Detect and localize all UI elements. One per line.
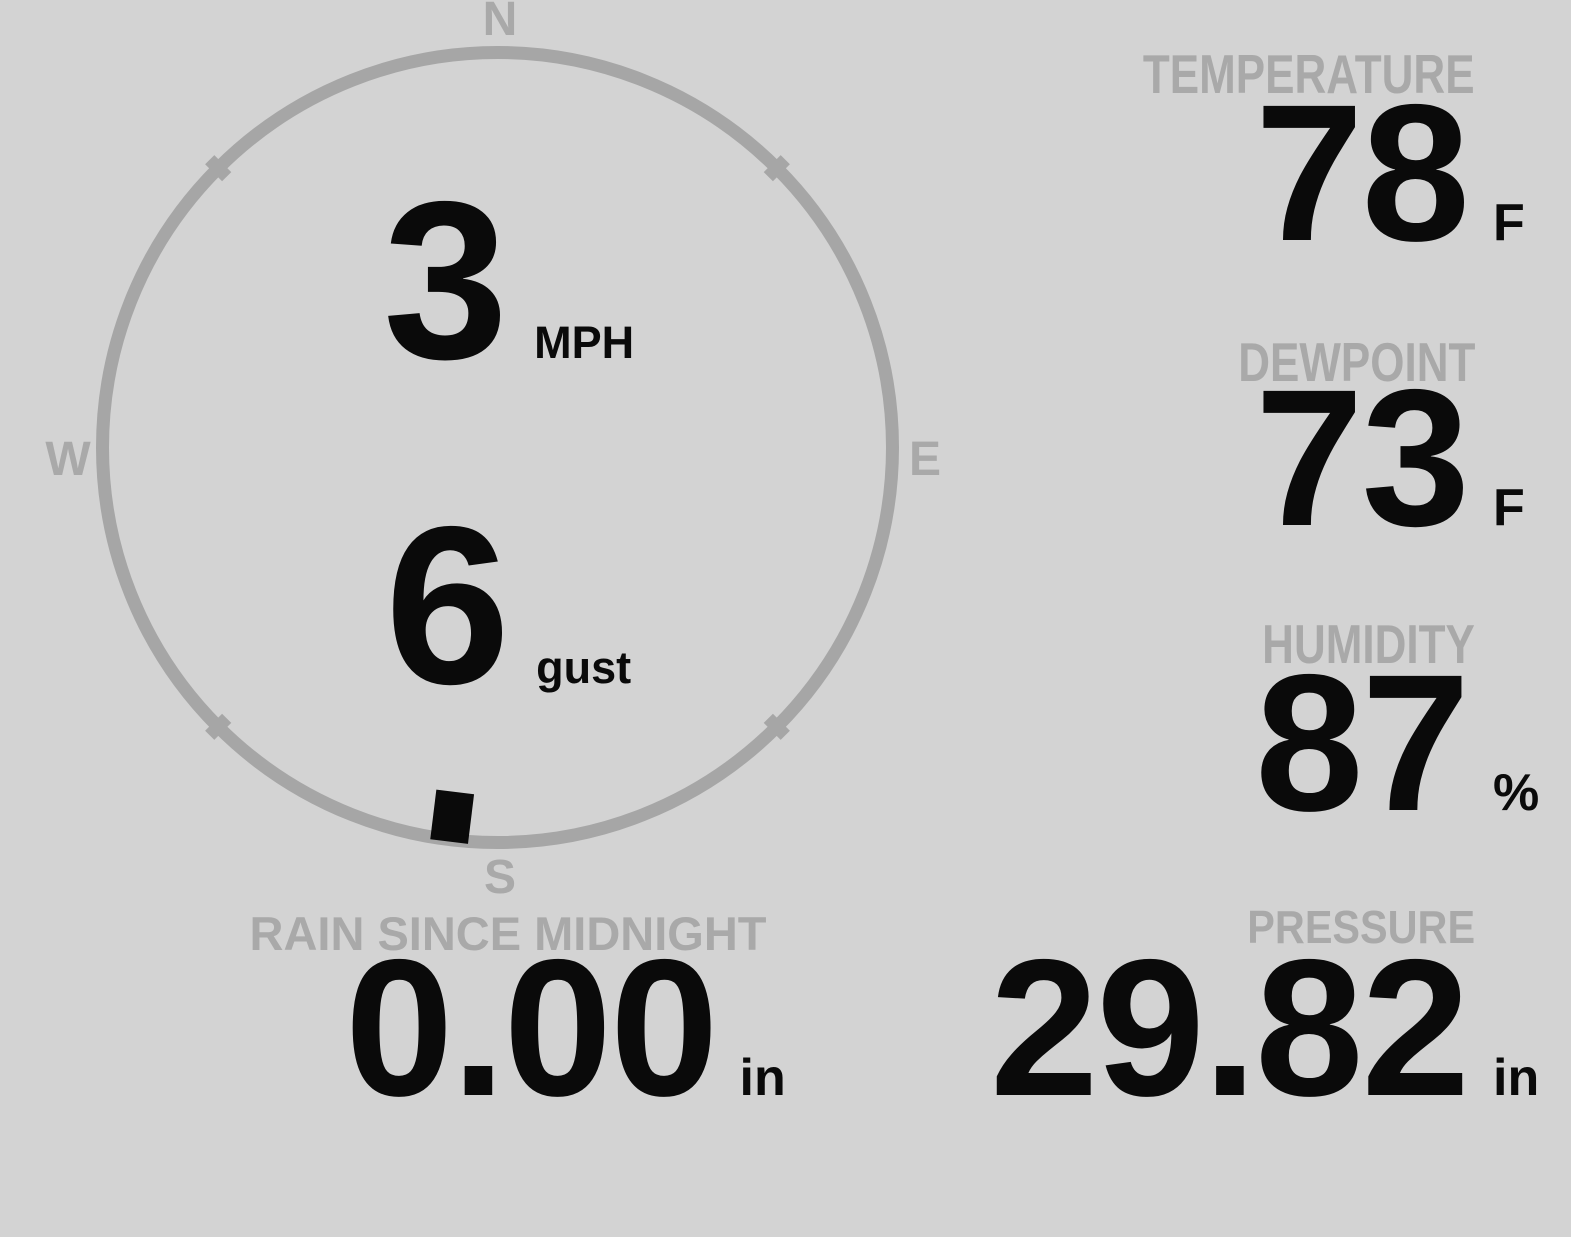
pressure-readout: 29.82 in xyxy=(990,931,1553,1126)
cardinal-west-label: W xyxy=(45,433,91,486)
wind-direction-marker-icon xyxy=(430,789,475,844)
cardinal-east-label: E xyxy=(908,433,942,486)
temperature-readout: 78 F xyxy=(1255,76,1553,271)
dewpoint-value: 73 xyxy=(1255,349,1470,567)
humidity-unit: % xyxy=(1493,764,1540,822)
cardinal-south-label: S xyxy=(483,851,517,904)
dewpoint-label: DEWPOINT xyxy=(1237,331,1475,393)
tick-nw xyxy=(205,155,232,182)
rain-label: RAIN SINCE MIDNIGHT xyxy=(249,907,767,960)
wind-gust-unit: gust xyxy=(536,642,632,693)
wind-speed-value: 3 xyxy=(383,154,508,406)
rain-readout: 0.00 in xyxy=(345,931,786,1126)
pressure-value: 29.82 xyxy=(990,919,1470,1137)
dewpoint-unit: F xyxy=(1493,479,1525,537)
wind-speed-readout: 3 MPH xyxy=(383,168,634,393)
tick-se xyxy=(763,713,790,740)
cardinal-north-label: N xyxy=(482,0,518,46)
dewpoint-readout: 73 F xyxy=(1255,361,1553,556)
rain-unit: in xyxy=(739,1049,786,1107)
humidity-value: 87 xyxy=(1255,634,1470,852)
wind-direction-marker-shape xyxy=(430,789,475,844)
wind-gust-value: 6 xyxy=(385,479,510,731)
humidity-label: HUMIDITY xyxy=(1262,613,1475,675)
temperature-unit: F xyxy=(1493,194,1525,252)
wind-gust-readout: 6 gust xyxy=(385,493,631,718)
pressure-label: PRESSURE xyxy=(1247,901,1475,953)
humidity-readout: 87 % xyxy=(1255,646,1553,841)
wind-speed-unit: MPH xyxy=(534,317,635,368)
temperature-value: 78 xyxy=(1255,64,1470,282)
tick-sw xyxy=(205,713,232,740)
pressure-unit: in xyxy=(1493,1049,1540,1107)
tick-ne xyxy=(763,155,790,182)
temperature-label: TEMPERATURE xyxy=(1143,43,1475,105)
rain-value: 0.00 xyxy=(345,919,719,1137)
